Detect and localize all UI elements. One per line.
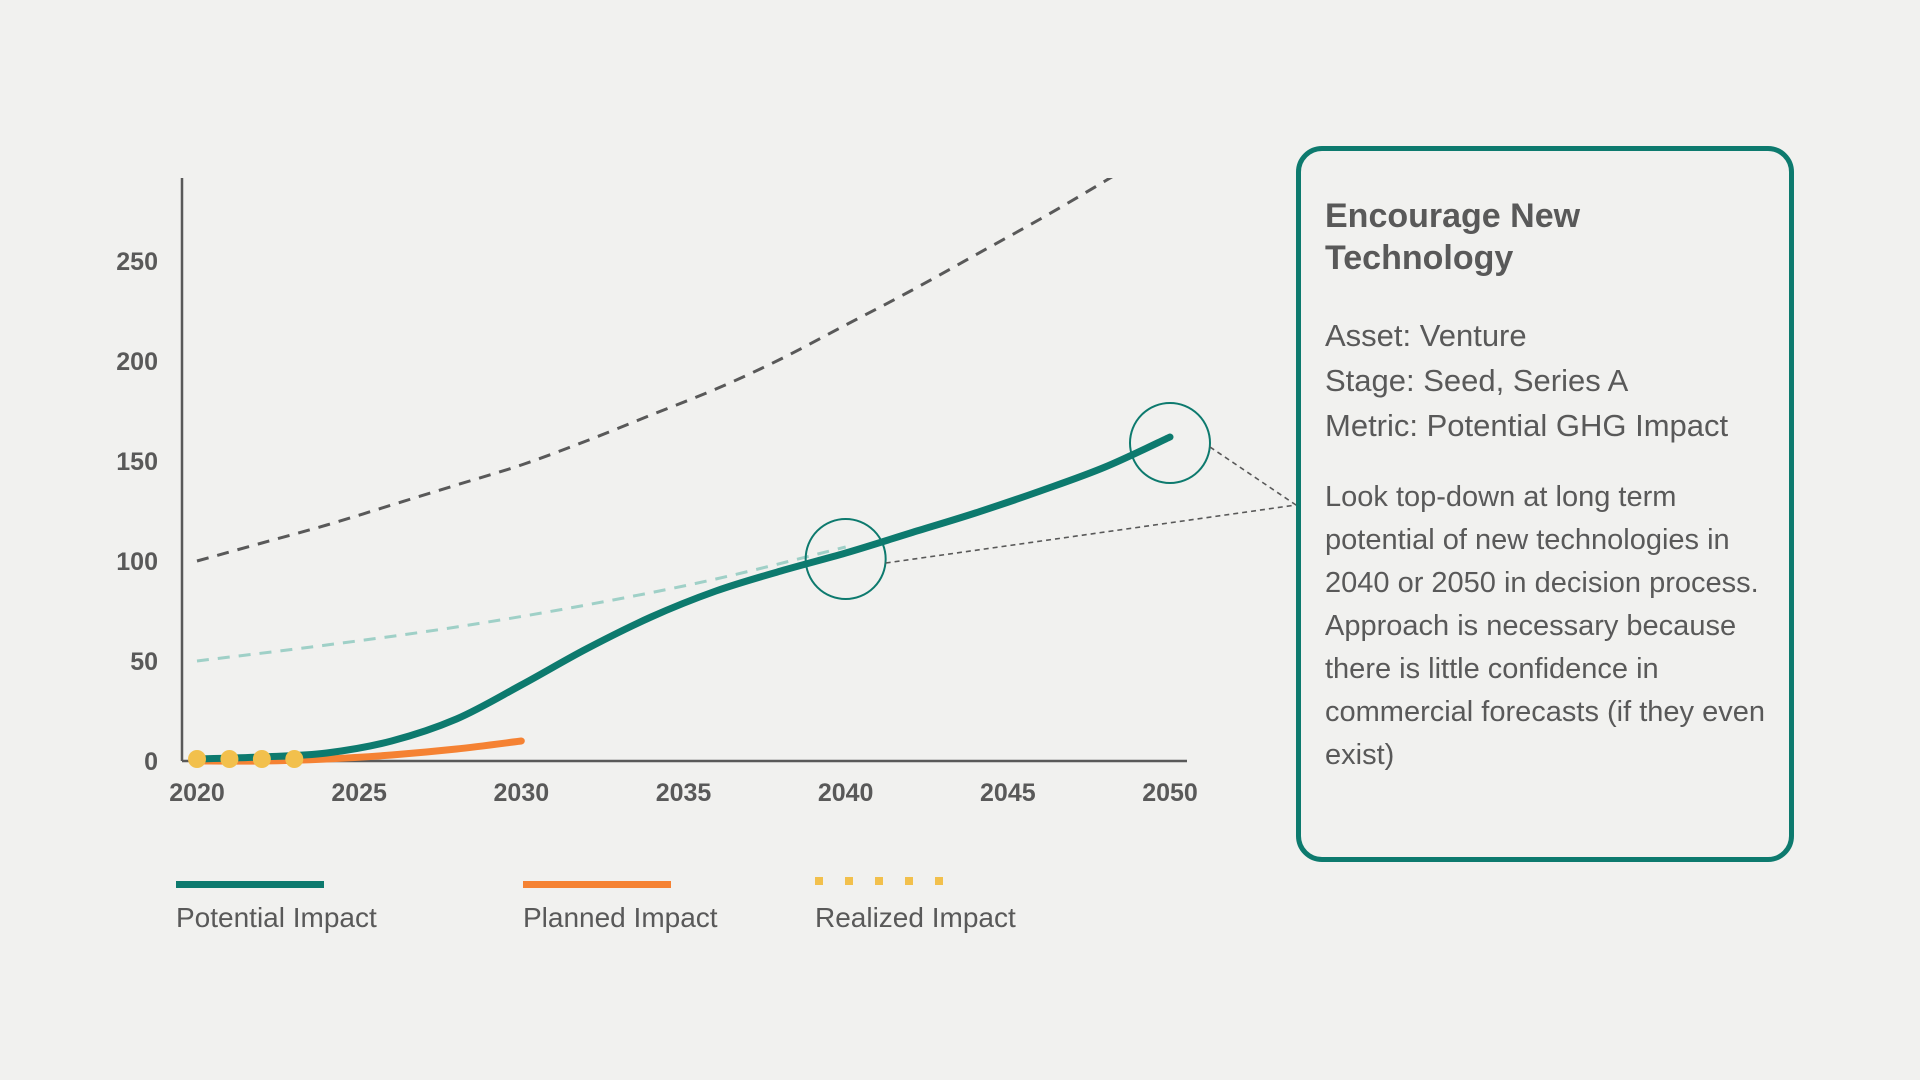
x-tick-label: 2045 xyxy=(980,779,1036,807)
chart-legend: Potential Impact Planned Impact Realized I… xyxy=(176,877,1016,933)
legend-label: Planned Impact xyxy=(523,902,718,933)
chart-callouts xyxy=(804,402,1297,600)
x-tick-label: 2040 xyxy=(818,779,874,807)
realized-impact-point xyxy=(252,750,271,768)
x-tick-label: 2020 xyxy=(169,779,225,807)
y-tick-label: 0 xyxy=(144,748,158,776)
legend-swatch-dot xyxy=(905,877,913,885)
realized-impact-point xyxy=(220,750,239,768)
chart-tick-labels: 0 50 100 150 200 250 2020 2025 2030 2035 2040 2045 2… xyxy=(116,248,1198,807)
legend-swatch-dot xyxy=(875,877,883,885)
y-tick-label: 100 xyxy=(116,548,158,576)
card-asset: Asset: Venture xyxy=(1325,318,1527,353)
legend-swatch-line xyxy=(523,881,671,888)
legend-label: Potential Impact xyxy=(176,902,377,933)
callout-leader-line xyxy=(1209,446,1297,506)
callout-leader-line xyxy=(885,504,1297,564)
x-tick-label: 2050 xyxy=(1142,779,1198,807)
y-tick-label: 200 xyxy=(116,348,158,376)
legend-label: Realized Impact xyxy=(815,902,1016,933)
x-tick-label: 2035 xyxy=(656,779,712,807)
card-title: Encourage New Technology xyxy=(1325,197,1581,277)
chart-series xyxy=(188,178,1174,768)
potential-impact-line xyxy=(193,433,1174,763)
info-card: Encourage New Technology Asset: Venture … xyxy=(1296,146,1794,862)
y-tick-label: 150 xyxy=(116,448,158,476)
legend-swatch-dot xyxy=(815,877,823,885)
highlight-circle xyxy=(804,518,887,600)
y-tick-label: 250 xyxy=(116,248,158,276)
x-tick-label: 2030 xyxy=(494,779,550,807)
realized-impact-point xyxy=(285,750,304,768)
highlight-circle xyxy=(1129,402,1211,484)
legend-swatch-line xyxy=(176,881,324,888)
card-metric: Metric: Potential GHG Impact xyxy=(1325,408,1729,443)
x-tick-label: 2025 xyxy=(331,779,387,807)
legend-swatch-dot xyxy=(935,877,943,885)
chart-axes xyxy=(180,178,1187,763)
lower-reference-line xyxy=(196,545,847,663)
y-tick-label: 50 xyxy=(130,648,158,676)
realized-impact-point xyxy=(188,750,206,768)
card-stage: Stage: Seed, Series A xyxy=(1325,363,1629,398)
legend-swatch-dot xyxy=(845,877,853,885)
card-body: Look top-down at long term potential of … xyxy=(1325,481,1765,771)
upper-reference-line xyxy=(196,178,1113,563)
